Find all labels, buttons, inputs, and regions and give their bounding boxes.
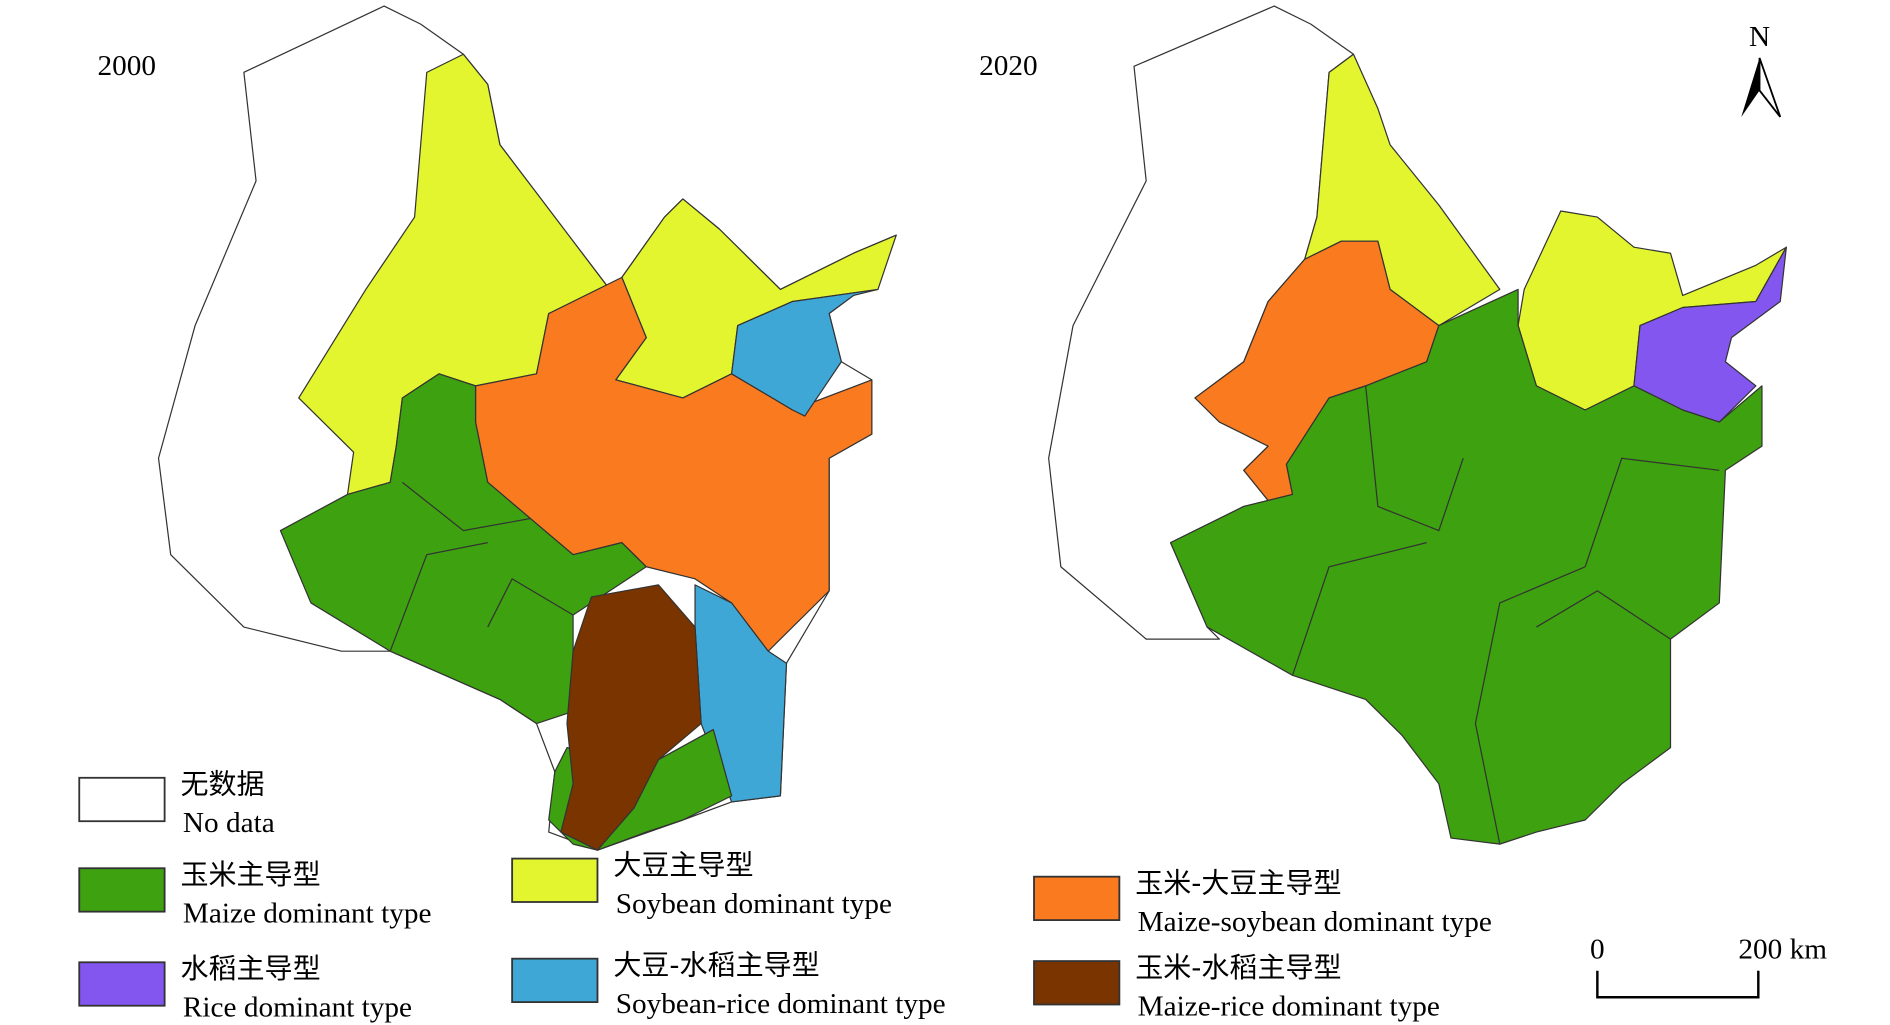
legend-label-en: Maize dominant type bbox=[183, 898, 432, 930]
north-arrow-right bbox=[1758, 57, 1782, 118]
scale-bar: 0 200 km bbox=[1590, 934, 1827, 999]
region bbox=[731, 288, 879, 417]
legend-label-en: Rice dominant type bbox=[183, 992, 412, 1024]
legend-label-zh: 玉米-大豆主导型 bbox=[1135, 866, 1341, 899]
legend-swatch bbox=[78, 776, 166, 823]
legend: 无数据 No data 玉米主导型 Maize dominant type 水稻主导型 R… bbox=[78, 768, 1492, 1024]
legend-swatch bbox=[78, 867, 166, 913]
legend-swatch bbox=[511, 957, 599, 1003]
legend-swatch bbox=[1033, 875, 1121, 921]
region bbox=[560, 584, 702, 851]
legend-swatch bbox=[1033, 960, 1121, 1006]
county-border bbox=[1584, 457, 1720, 567]
legend-label-en: Maize-soybean dominant type bbox=[1138, 906, 1492, 938]
north-arrow: N bbox=[1741, 21, 1782, 118]
legend-label-en: Maize-rice dominant type bbox=[1138, 990, 1440, 1022]
regions bbox=[157, 5, 1787, 851]
legend-label-zh: 玉米主导型 bbox=[180, 858, 320, 891]
scale-bar-line bbox=[1596, 970, 1760, 999]
county-border bbox=[402, 481, 531, 532]
region bbox=[279, 373, 647, 725]
legend-label-zh: 大豆-水稻主导型 bbox=[613, 948, 819, 981]
legend-label-zh: 无数据 bbox=[180, 768, 264, 801]
county-border bbox=[487, 577, 574, 628]
legend-label-zh: 水稻主导型 bbox=[180, 952, 320, 985]
map-year: 2000 bbox=[98, 50, 157, 82]
legend-label-zh: 大豆主导型 bbox=[613, 848, 753, 881]
north-label: N bbox=[1749, 21, 1770, 53]
scale-label: 200 km bbox=[1738, 934, 1827, 966]
region bbox=[1169, 288, 1763, 845]
legend-label-zh: 玉米-水稻主导型 bbox=[1135, 951, 1341, 984]
county-border bbox=[1536, 590, 1671, 640]
legend-label-en: Soybean-rice dominant type bbox=[616, 988, 946, 1020]
legend-swatch bbox=[78, 961, 166, 1007]
map-year: 2020 bbox=[979, 50, 1038, 82]
county-border bbox=[1365, 385, 1464, 532]
legend-swatch bbox=[511, 857, 599, 903]
legend-label-en: No data bbox=[183, 807, 275, 839]
north-arrow-left bbox=[1741, 57, 1760, 117]
county-border bbox=[389, 542, 488, 652]
county-border bbox=[1291, 542, 1427, 676]
legend-label-en: Soybean dominant type bbox=[616, 888, 892, 920]
scale-label: 0 bbox=[1590, 934, 1605, 966]
county-border bbox=[1474, 566, 1586, 845]
